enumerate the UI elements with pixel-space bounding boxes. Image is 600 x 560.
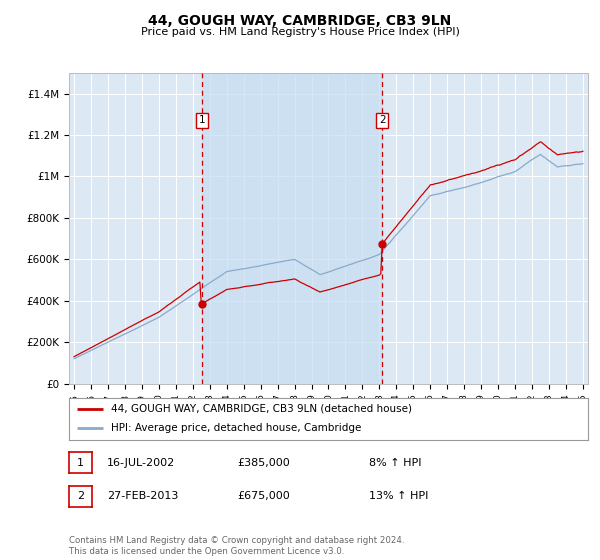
Text: 16-JUL-2002: 16-JUL-2002 [107, 458, 175, 468]
Text: 44, GOUGH WAY, CAMBRIDGE, CB3 9LN (detached house): 44, GOUGH WAY, CAMBRIDGE, CB3 9LN (detac… [110, 404, 412, 414]
Text: 2: 2 [379, 115, 385, 125]
Text: 27-FEB-2013: 27-FEB-2013 [107, 491, 178, 501]
Text: 1: 1 [77, 458, 84, 468]
Text: £675,000: £675,000 [237, 491, 290, 501]
Text: 8% ↑ HPI: 8% ↑ HPI [369, 458, 421, 468]
Text: £385,000: £385,000 [237, 458, 290, 468]
Text: 44, GOUGH WAY, CAMBRIDGE, CB3 9LN: 44, GOUGH WAY, CAMBRIDGE, CB3 9LN [148, 14, 452, 28]
Text: Contains HM Land Registry data © Crown copyright and database right 2024.
This d: Contains HM Land Registry data © Crown c… [69, 536, 404, 556]
Bar [202, 73, 382, 384]
Text: 13% ↑ HPI: 13% ↑ HPI [369, 491, 428, 501]
Text: 1: 1 [199, 115, 205, 125]
Text: 2: 2 [77, 491, 84, 501]
Text: HPI: Average price, detached house, Cambridge: HPI: Average price, detached house, Camb… [110, 423, 361, 433]
Text: Price paid vs. HM Land Registry's House Price Index (HPI): Price paid vs. HM Land Registry's House … [140, 27, 460, 37]
